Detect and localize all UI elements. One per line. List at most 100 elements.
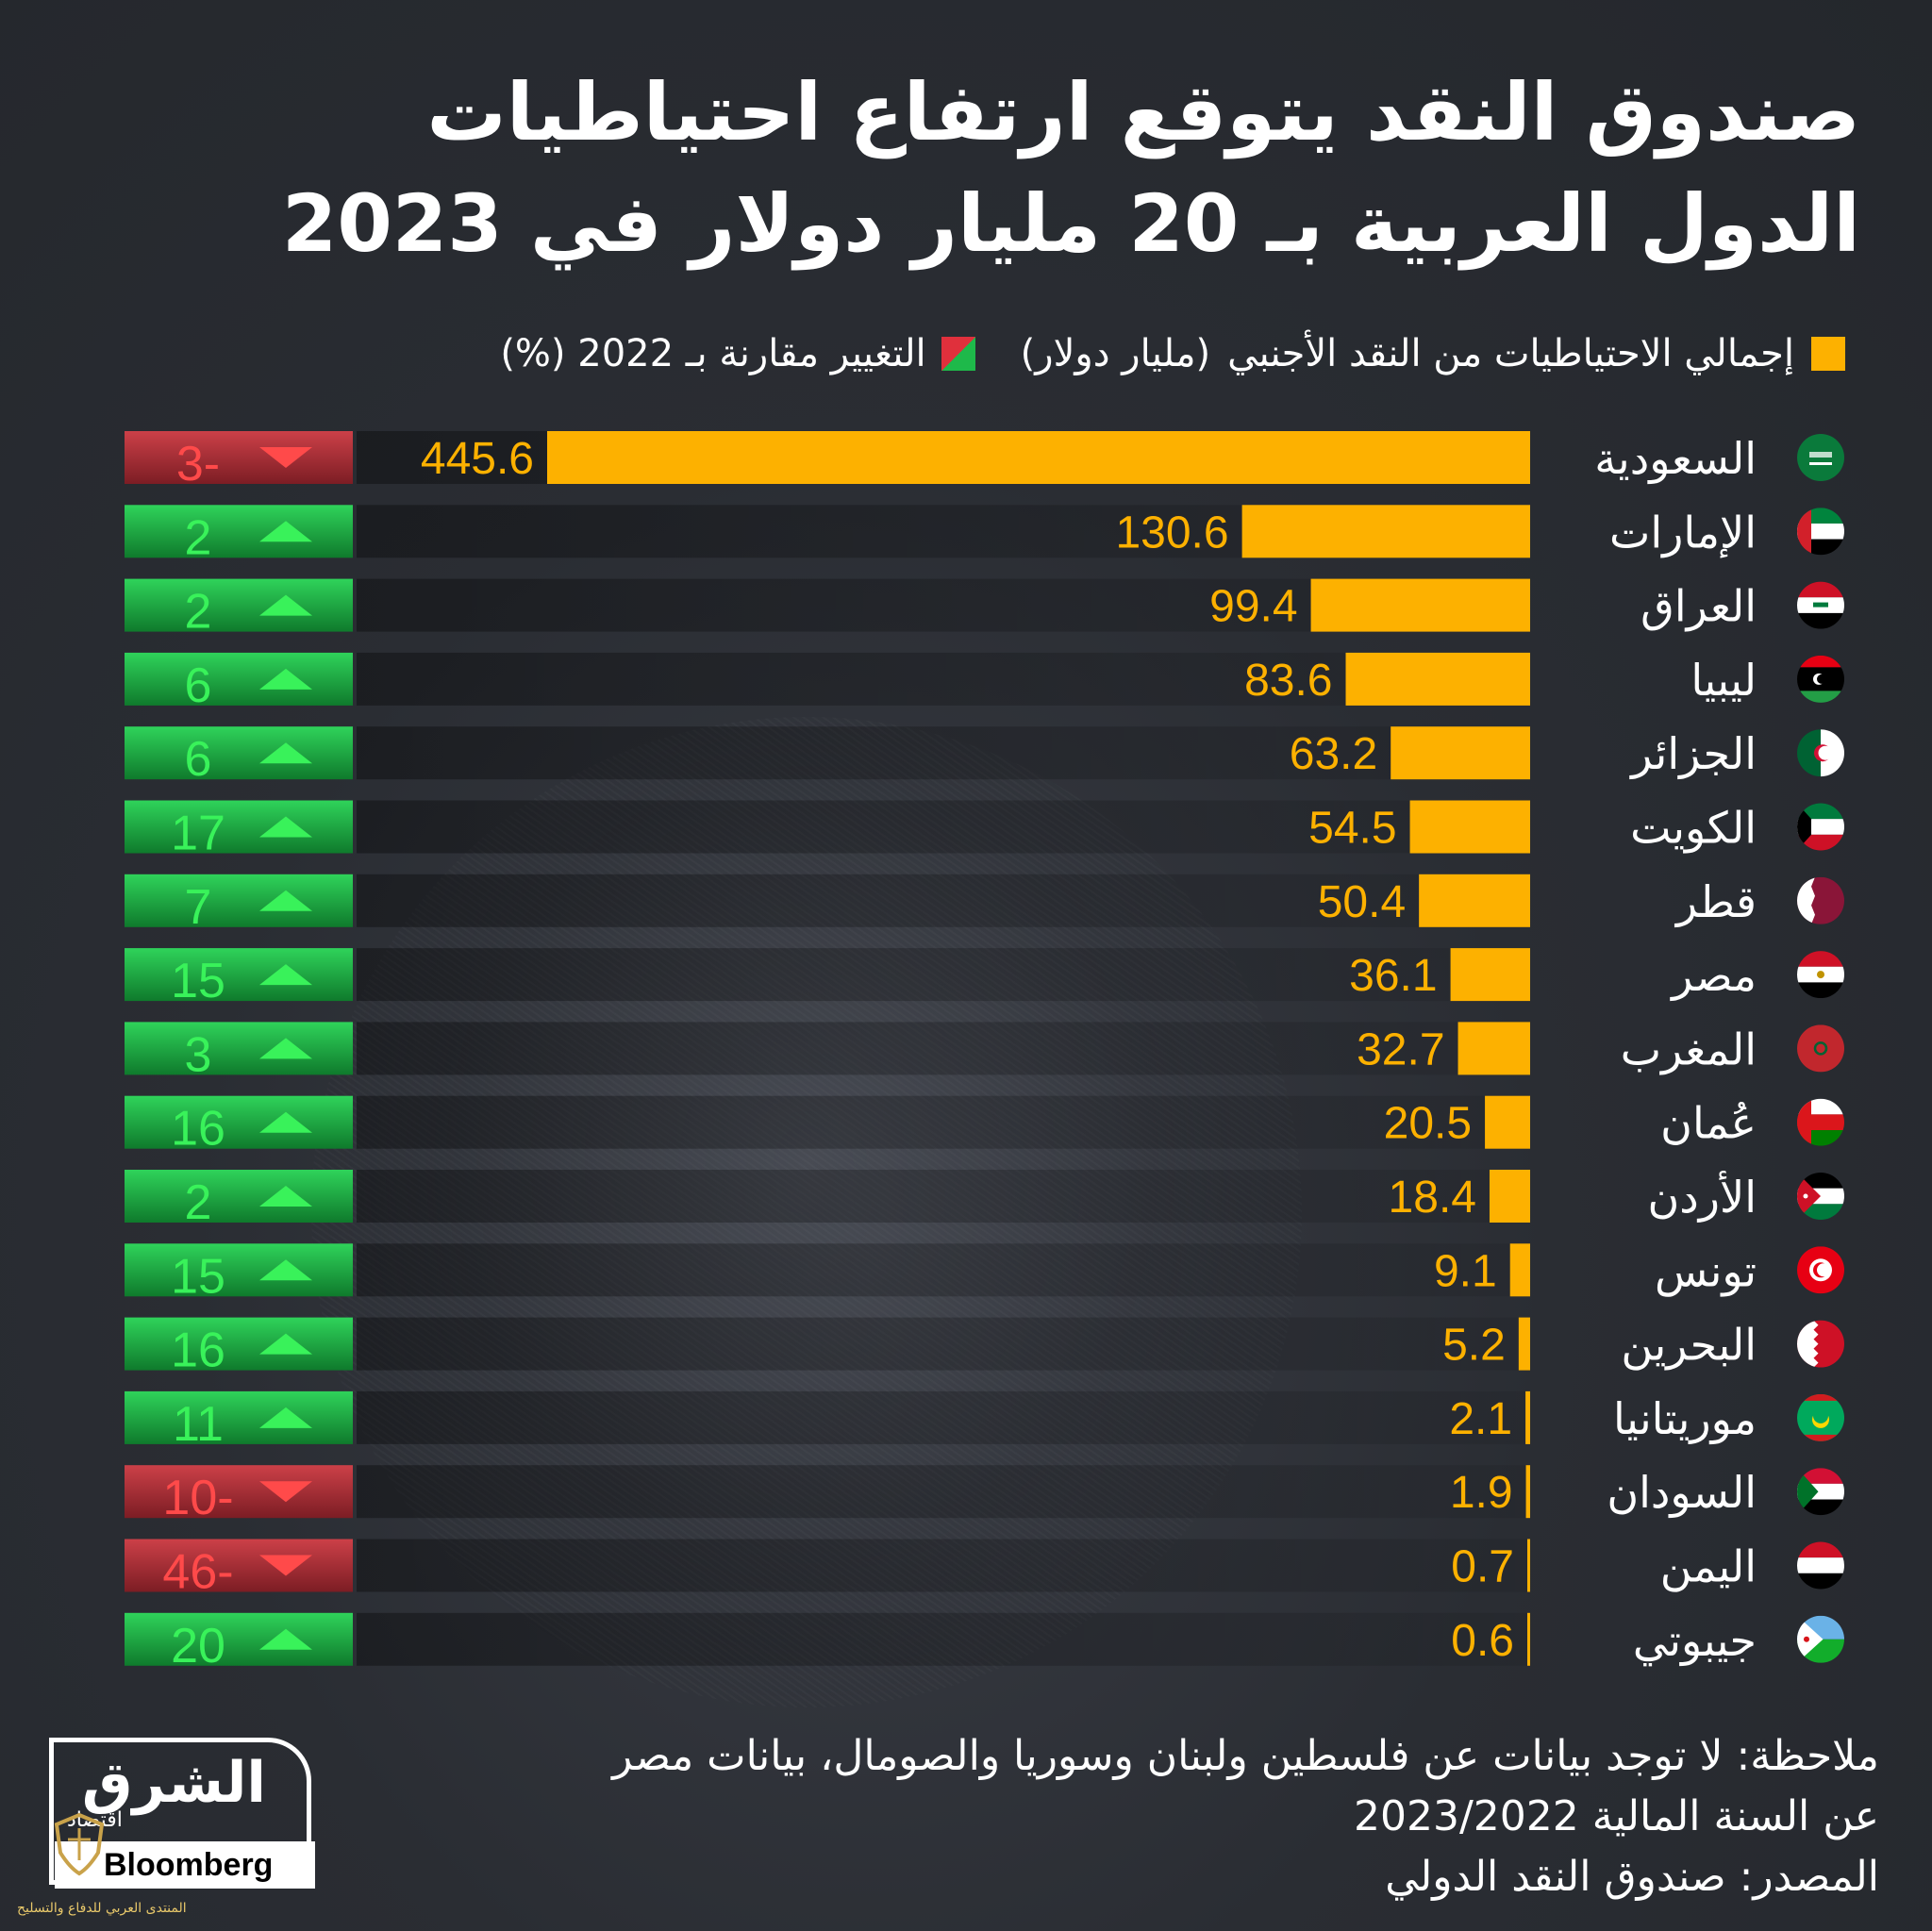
flag-qatar-icon	[1797, 876, 1844, 924]
bar-value-label: 130.6	[1115, 508, 1228, 558]
change-value-label: 2	[185, 510, 212, 565]
arrow-down-icon	[259, 1481, 312, 1503]
flag-mauritania-icon	[1797, 1393, 1844, 1441]
legend: إجمالي الاحتياطيات من النقد الأجنبي (ملي…	[128, 328, 1845, 379]
bar	[1527, 1539, 1530, 1592]
flag-part	[1797, 1499, 1844, 1516]
flag-jordan-icon	[1797, 1173, 1844, 1220]
flag-part	[1797, 803, 1811, 851]
bar-value-label: 32.7	[1357, 1024, 1444, 1074]
flag-uae-icon	[1797, 508, 1844, 556]
bar-chart: 445.6 3- السعودية 130.6 2 الإمارات 99.4 2 العراق…	[125, 431, 1844, 1673]
legend-total-label: إجمالي الاحتياطيات من النقد الأجنبي	[1227, 332, 1794, 375]
change-value-label: 11	[173, 1397, 224, 1452]
flag-part	[1797, 1434, 1844, 1441]
chart-row: 83.6 6 ليبيا	[125, 652, 1844, 713]
bar	[1391, 726, 1530, 780]
flag-part	[1797, 1024, 1844, 1073]
change-value-label: 20	[171, 1619, 225, 1673]
flag-part	[1813, 602, 1828, 608]
category-label: البحرين	[1621, 1320, 1757, 1372]
flag-part	[1817, 1263, 1830, 1277]
source-line: المصدر: صندوق النقد الدولي	[1385, 1853, 1879, 1901]
flag-tunisia-icon	[1797, 1246, 1844, 1294]
flag-djibouti-icon	[1797, 1615, 1844, 1663]
row-strip	[357, 1465, 1530, 1519]
flag-part	[1804, 1636, 1809, 1642]
chart-row: 1.9 10- السودان	[125, 1465, 1844, 1525]
flag-part	[1818, 745, 1833, 760]
row-strip	[357, 1390, 1530, 1444]
flag-part	[1803, 1193, 1808, 1199]
flag-part	[1813, 1407, 1828, 1423]
bar-value-label: 18.4	[1389, 1173, 1476, 1223]
category-label: اليمن	[1660, 1541, 1757, 1593]
category-label: مصر	[1670, 950, 1757, 1002]
flag-part	[1797, 1541, 1844, 1558]
chart-row: 130.6 2 الإمارات	[125, 505, 1844, 565]
arrow-up-icon	[259, 742, 312, 764]
watermark-shield-icon	[54, 1812, 105, 1876]
row-strip	[357, 726, 1530, 780]
category-label: السعودية	[1594, 433, 1757, 485]
row-strip	[357, 874, 1530, 927]
flag-part	[1797, 1393, 1844, 1401]
change-box-up	[125, 505, 353, 558]
bar-value-label: 20.5	[1384, 1099, 1472, 1149]
flag-sudan-icon	[1797, 1468, 1844, 1516]
row-strip	[357, 1022, 1530, 1075]
flag-kuwait-icon	[1797, 803, 1844, 851]
flag-part	[1797, 1557, 1844, 1573]
arrow-down-icon	[259, 447, 312, 468]
category-label: جيبوتي	[1633, 1615, 1757, 1667]
bar-value-label: 5.2	[1442, 1321, 1506, 1371]
bar	[1419, 874, 1530, 927]
chart-row: 9.1 15 تونس	[125, 1243, 1844, 1304]
bar	[1345, 652, 1530, 706]
change-box-up	[125, 874, 353, 927]
flag-part	[1817, 971, 1824, 979]
bar	[1525, 1465, 1530, 1519]
flag-part	[1797, 1468, 1844, 1484]
chart-row: 2.1 11 موريتانيا	[125, 1390, 1844, 1452]
change-box-up	[125, 948, 353, 1002]
chart-row: 5.2 16 البحرين	[125, 1317, 1844, 1378]
bar	[1310, 578, 1530, 632]
category-label: السودان	[1607, 1467, 1757, 1519]
row-strip	[357, 800, 1530, 854]
chart-row: 18.4 2 الأردن	[125, 1170, 1844, 1230]
flag-part	[1797, 612, 1844, 629]
flag-saudi-icon	[1797, 434, 1844, 481]
flag-part	[1797, 581, 1844, 598]
chart-title: صندوق النقد يتوقع ارتفاع احتياطيات الدول…	[115, 57, 1860, 279]
row-strip	[357, 1612, 1530, 1666]
chart-row: 32.7 3 المغرب	[125, 1022, 1844, 1082]
bar-value-label: 1.9	[1450, 1468, 1513, 1518]
arrow-up-icon	[259, 1628, 312, 1650]
arrow-up-icon	[259, 521, 312, 542]
flag-egypt-icon	[1797, 951, 1844, 999]
flag-part	[1797, 1173, 1821, 1220]
arrow-up-icon	[259, 594, 312, 616]
flag-algeria-icon	[1797, 729, 1844, 777]
row-strip	[357, 1170, 1530, 1223]
category-label: عُمان	[1660, 1098, 1757, 1149]
note-line-1: ملاحظة: لا توجد بيانات عن فلسطين ولبنان …	[612, 1732, 1879, 1780]
legend-total-swatch	[1811, 337, 1845, 371]
category-label: المغرب	[1621, 1024, 1757, 1075]
change-value-label: 2	[185, 585, 212, 640]
change-value-label: 6	[185, 732, 212, 787]
bar	[1485, 1095, 1530, 1149]
arrow-up-icon	[259, 1259, 312, 1281]
change-box-up	[125, 1095, 353, 1149]
change-value-label: 7	[185, 880, 212, 935]
flag-part	[1797, 1615, 1824, 1663]
change-value-label: 6	[185, 658, 212, 713]
bar	[1457, 1022, 1530, 1075]
bar-value-label: 9.1	[1434, 1246, 1497, 1296]
title-line-1: صندوق النقد يتوقع ارتفاع احتياطيات	[426, 66, 1860, 158]
arrow-up-icon	[259, 1186, 312, 1207]
legend-change-swatch	[941, 337, 975, 371]
change-value-label: 15	[171, 1249, 225, 1304]
flag-part	[1797, 655, 1844, 668]
